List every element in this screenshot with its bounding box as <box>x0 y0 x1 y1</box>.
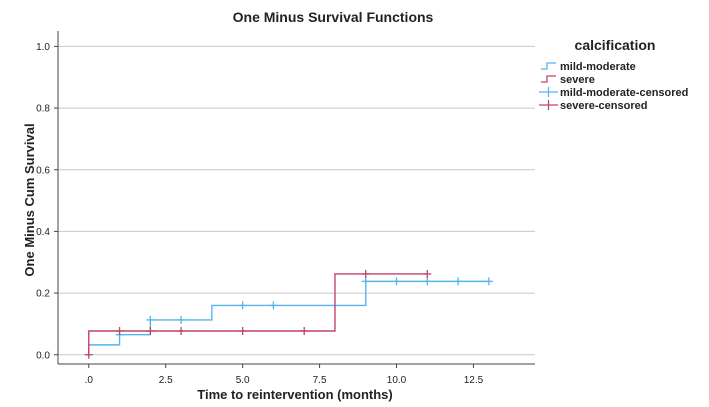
legend-item-mild-moderate: mild-moderate <box>541 61 636 73</box>
legend-title: calcification <box>575 37 656 53</box>
censor-mark-mild-moderate <box>361 277 370 286</box>
legend-swatch <box>541 62 556 70</box>
legend-label: mild-moderate-censored <box>560 87 688 99</box>
axis-ticks: 0.0 0.2 0.4 0.6 0.8 1.0 .0 2.5 5.0 7.5 10.0 12.5 <box>36 42 484 386</box>
legend: calcification mild-moderateseveremild-mo… <box>539 37 688 112</box>
censor-mark-mild-moderate <box>392 277 401 286</box>
censor-mark-mild-moderate <box>238 301 247 310</box>
legend-item-mild-moderate-censored: mild-moderate-censored <box>539 87 688 99</box>
censor-mark-mild-moderate <box>423 277 432 286</box>
censor-mark-severe <box>238 327 247 336</box>
legend-item-severe-censored: severe-censored <box>539 100 647 112</box>
censor-mark-mild-moderate <box>146 315 155 324</box>
censor-mark-severe <box>361 269 370 278</box>
censor-mark-mild-moderate <box>177 315 186 324</box>
legend-label: severe <box>560 74 595 86</box>
y-tick-label: 0.0 <box>36 350 50 361</box>
y-tick-label: 0.6 <box>36 165 50 176</box>
legend-items: mild-moderateseveremild-moderate-censore… <box>539 61 688 112</box>
x-tick-label: 5.0 <box>236 375 250 386</box>
x-tick-label: .0 <box>85 375 94 386</box>
y-tick-label: 0.8 <box>36 104 50 115</box>
gridlines <box>58 45 535 356</box>
x-tick-label: 2.5 <box>159 375 173 386</box>
censor-mark-mild-moderate <box>484 277 493 286</box>
legend-label: mild-moderate <box>560 61 636 73</box>
x-tick-label: 10.0 <box>387 375 407 386</box>
censor-mark-severe <box>146 327 155 336</box>
x-axis-label: Time to reintervention (months) <box>197 387 393 402</box>
censor-mark-severe <box>84 350 93 359</box>
y-tick-label: 0.4 <box>36 227 50 238</box>
x-tick-label: 12.5 <box>464 375 484 386</box>
y-axis-label: One Minus Cum Survival <box>22 123 37 276</box>
censor-mark-mild-moderate <box>269 301 278 310</box>
censor-mark-mild-moderate <box>454 277 463 286</box>
y-tick-label: 1.0 <box>36 42 50 53</box>
plot-area: 0.0 0.2 0.4 0.6 0.8 1.0 .0 2.5 5.0 7.5 10.0 12.5 <box>36 31 535 386</box>
legend-item-severe: severe <box>541 74 595 86</box>
legend-swatch <box>541 75 556 83</box>
x-tick-label: 7.5 <box>313 375 327 386</box>
censor-markers <box>84 269 493 359</box>
censor-mark-severe <box>177 327 186 336</box>
censor-mark-severe <box>423 269 432 278</box>
chart-title: One Minus Survival Functions <box>233 9 434 25</box>
censor-mark-severe <box>300 327 309 336</box>
censor-mark-severe <box>115 327 124 336</box>
y-tick-label: 0.2 <box>36 289 50 300</box>
legend-label: severe-censored <box>560 100 647 112</box>
